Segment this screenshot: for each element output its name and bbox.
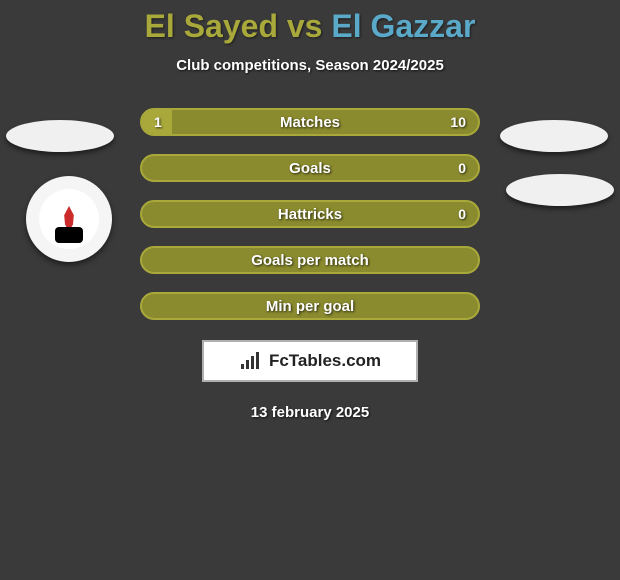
decor-oval-right-top xyxy=(500,120,608,152)
vs-label: vs xyxy=(287,8,323,44)
team-badge xyxy=(26,176,112,262)
stat-bar-label: Goals per match xyxy=(142,252,478,269)
stat-bar: Goals per match xyxy=(140,246,480,274)
team-badge-inner xyxy=(39,189,99,249)
player1-name: El Sayed xyxy=(145,8,278,44)
brand-chart-icon xyxy=(239,351,263,371)
subtitle-text: Club competitions, Season 2024/2025 xyxy=(176,57,444,74)
stat-bar-right-value: 10 xyxy=(450,114,466,130)
stat-bar-left-value: 1 xyxy=(154,114,162,130)
stat-bar-label: Goals xyxy=(142,160,478,177)
figure-icon xyxy=(55,227,83,243)
stat-bar: Goals0 xyxy=(140,154,480,182)
stat-bar-right-value: 0 xyxy=(458,206,466,222)
stat-bar-right-value: 0 xyxy=(458,160,466,176)
stat-bar: Min per goal xyxy=(140,292,480,320)
stat-bar-label: Min per goal xyxy=(142,298,478,315)
date-text: 13 february 2025 xyxy=(0,404,620,421)
decor-oval-right-bottom xyxy=(506,174,614,206)
comparison-title: El Sayed vs El Gazzar xyxy=(0,0,620,45)
decor-oval-left xyxy=(6,120,114,152)
brand-text: FcTables.com xyxy=(269,351,381,371)
player2-name: El Gazzar xyxy=(331,8,475,44)
stat-bar-label: Hattricks xyxy=(142,206,478,223)
stat-bar-label: Matches xyxy=(142,114,478,131)
brand-box: FcTables.com xyxy=(202,340,418,382)
stat-bar: Hattricks0 xyxy=(140,200,480,228)
subtitle: Club competitions, Season 2024/2025 xyxy=(0,57,620,74)
stat-bar: Matches1 10 xyxy=(140,108,480,136)
